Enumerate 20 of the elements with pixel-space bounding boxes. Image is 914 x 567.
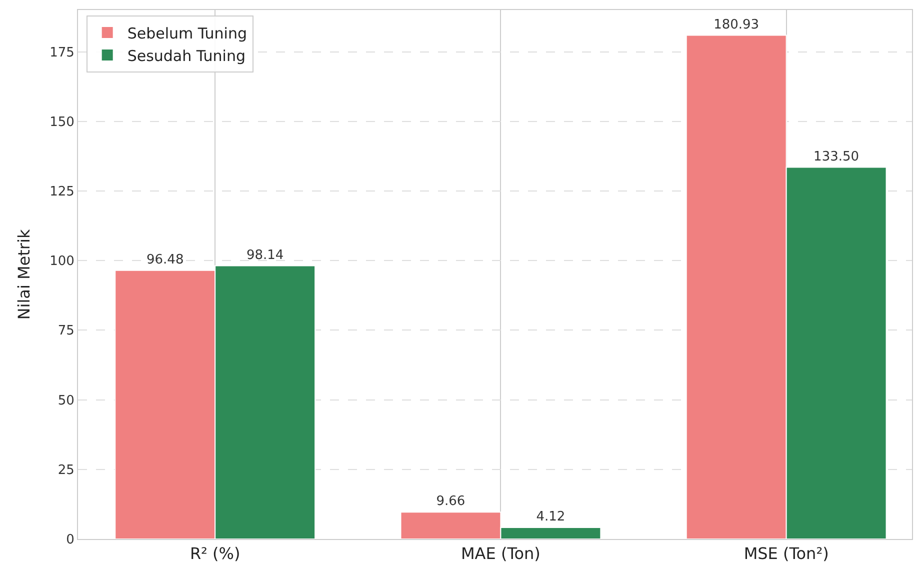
data-label: 98.14 xyxy=(246,248,284,263)
y-tick-label: 0 xyxy=(66,532,74,548)
data-label: 96.48 xyxy=(146,252,184,268)
data-label: 9.66 xyxy=(436,494,466,510)
data-label: 180.93 xyxy=(714,17,760,32)
x-tick-label: MSE (Ton²) xyxy=(744,544,829,564)
data-label: 4.12 xyxy=(536,510,566,525)
y-tick-label: 25 xyxy=(58,462,74,478)
x-tick-label: MAE (Ton) xyxy=(461,544,540,564)
y-tick-label: 150 xyxy=(50,114,74,130)
y-tick-label: 100 xyxy=(50,254,74,270)
y-tick-label: 50 xyxy=(58,393,74,408)
y-tick-label: 175 xyxy=(50,45,74,60)
legend-label: Sesudah Tuning xyxy=(127,46,246,65)
data-label: 133.50 xyxy=(814,149,860,164)
y-axis-title: Nilai Metrik xyxy=(14,228,34,320)
legend-label: Sebelum Tuning xyxy=(127,24,247,42)
y-tick-label: 125 xyxy=(50,184,74,200)
x-tick-label: R² (%) xyxy=(190,544,240,564)
y-tick-label: 75 xyxy=(58,324,74,339)
